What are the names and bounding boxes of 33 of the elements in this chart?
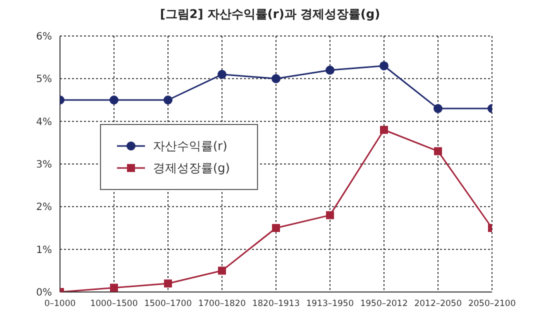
legend-label: 경제성장률(g) [153,160,230,176]
y-tick-label: 2% [36,202,52,214]
x-tick-label: 1700–1820 [198,299,246,310]
point [326,211,334,220]
y-tick-label: 3% [36,160,52,171]
x-tick-label: 1913–1950 [306,299,354,310]
point [218,70,226,79]
point [434,104,442,114]
y-tick-label: 0% [36,288,52,299]
point [164,279,172,288]
legend-label: 자산수익률(r) [153,138,228,154]
x-tick-label: 1000–1500 [90,299,138,310]
x-tick-label: 2012–2050 [414,299,462,310]
point [164,96,172,104]
y-tick-label: 6% [36,32,52,43]
x-tick-label: 1950–2012 [360,299,408,310]
y-tick-label: 5% [36,74,52,86]
point [272,224,280,232]
point [110,96,118,104]
point [380,126,388,134]
point [218,266,226,275]
x-tick-label: 1820–1913 [252,299,300,310]
y-tick-label: 1% [36,244,52,256]
point [434,147,442,156]
point [380,61,388,70]
y-tick-label: 4% [36,116,52,128]
chart-title: [그림2] 자산수익률(r)과 경제성장률(g) [158,6,382,23]
x-tick-label: 1500–1700 [144,299,192,310]
x-tick-label: 2050–2100 [468,299,516,310]
point [272,74,280,84]
point [326,66,334,75]
x-tick-label: 0–1000 [44,299,76,310]
point [110,284,118,292]
